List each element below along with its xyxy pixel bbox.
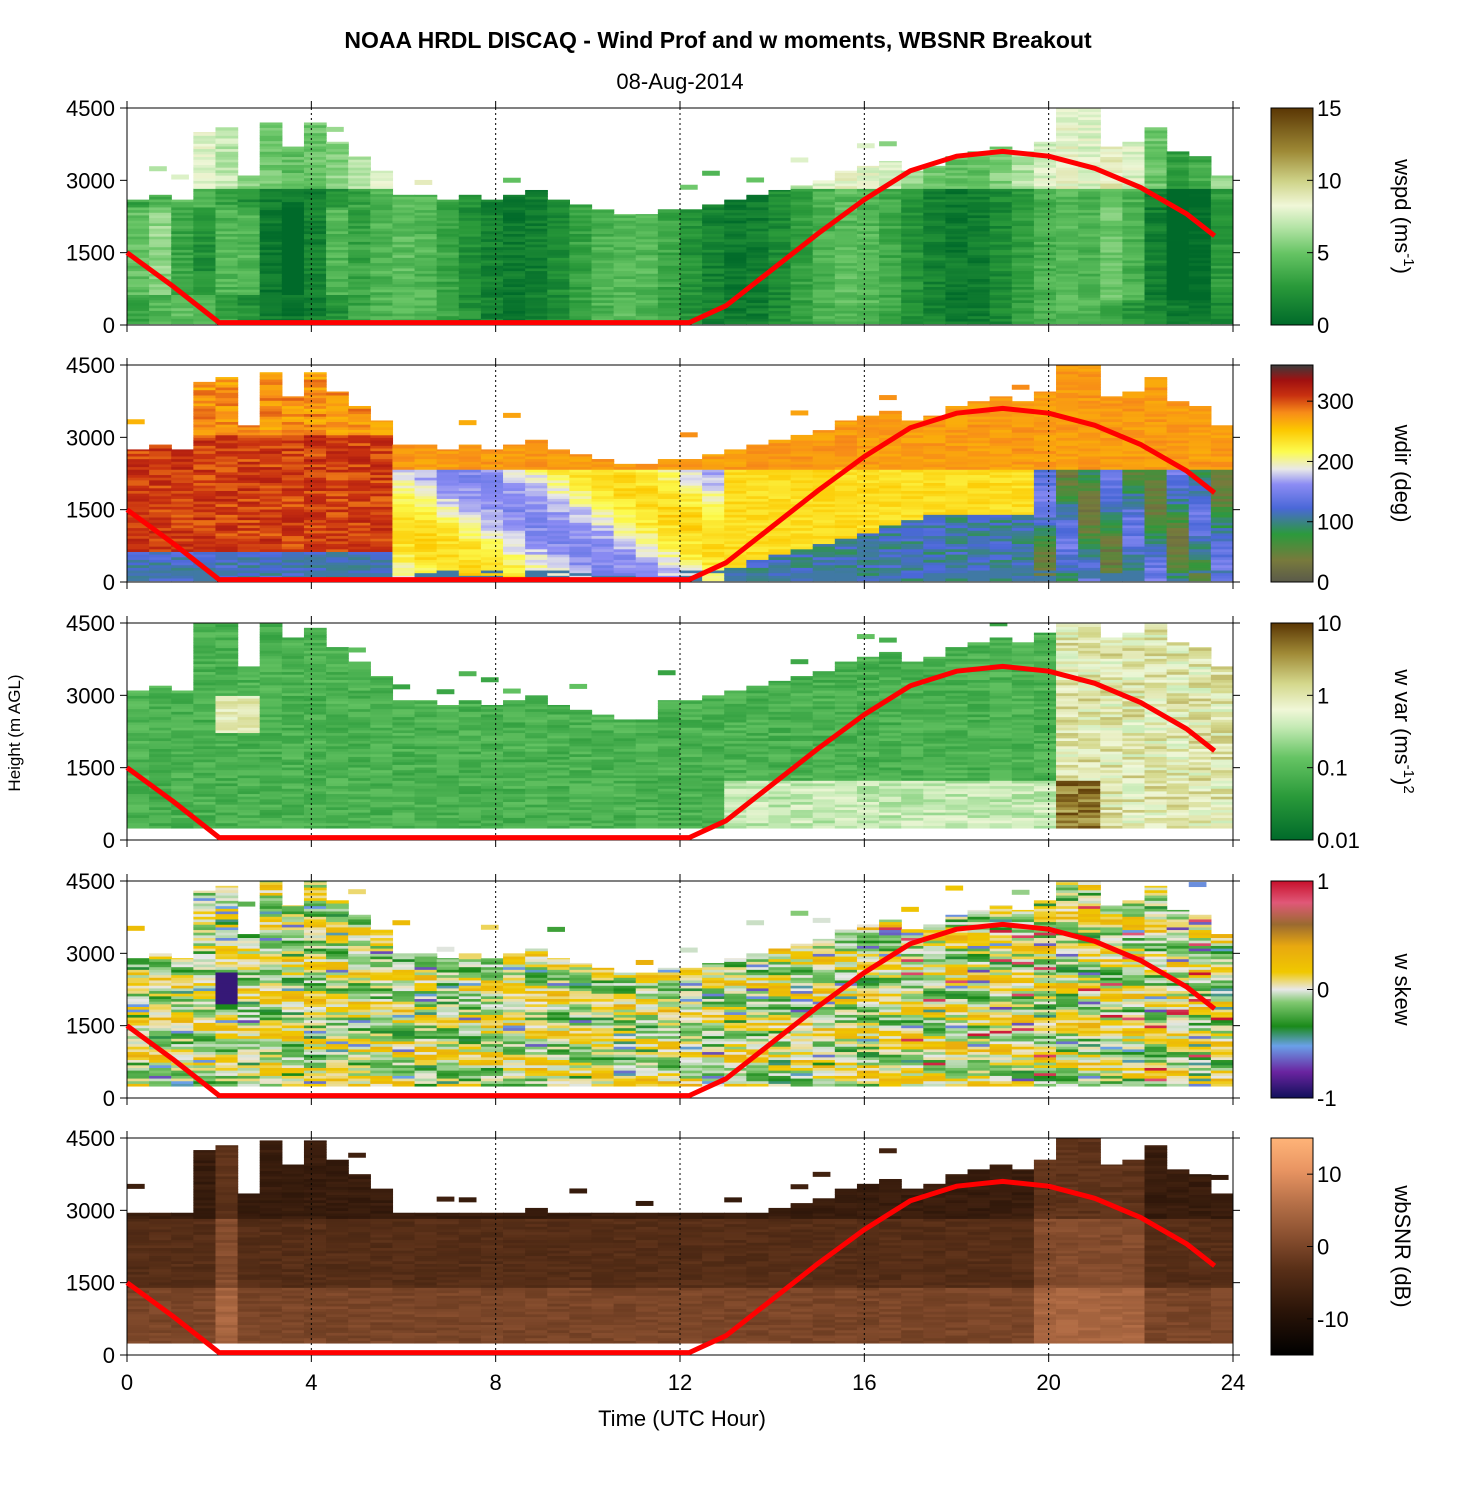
x-tick-label: 0 [121,1370,133,1395]
colorbar-tick-label: 10 [1317,168,1341,193]
colorbar-label: wdir (deg) [1390,424,1415,523]
y-tick-label: 4500 [66,1126,115,1151]
y-tick-label: 0 [103,1086,115,1111]
y-tick-label: 1500 [66,498,115,523]
x-tick-label: 24 [1221,1370,1245,1395]
colorbar [1270,622,1314,841]
colorbar-tick-label: 15 [1317,96,1341,121]
colorbar-tick-label: 0 [1317,313,1329,338]
y-tick-label: 1500 [66,756,115,781]
figure-subtitle: 08-Aug-2014 [616,69,743,94]
y-axis-label: Height (m AGL) [5,674,24,791]
colorbar-tick-label: 10 [1317,611,1341,636]
overlay-line [125,405,1217,583]
y-tick-label: 4500 [66,611,115,636]
colorbar-tick-label: 10 [1317,1162,1341,1187]
overlay-line [125,921,1217,1099]
colorbar-tick-label: 200 [1317,449,1354,474]
colorbar [1270,364,1314,583]
colorbar-tick-label: 0.1 [1317,756,1348,781]
panel-4: 0 1500 3000 4500 -1 0 1 w skew [66,869,1415,1111]
y-tick-label: 4500 [66,869,115,894]
y-tick-label: 0 [103,1343,115,1368]
colorbar-tick-label: 0 [1317,570,1329,595]
colorbar-tick-label: 1 [1317,869,1329,894]
colorbar-label: wspd (ms-1) [1390,158,1417,274]
colorbar-tick-label: 100 [1317,510,1354,535]
x-tick-label: 4 [305,1370,317,1395]
x-axis-label: Time (UTC Hour) [598,1406,766,1431]
heatmap-w-var [127,623,1233,829]
panel-2: 0 1500 3000 4500 0 100 200 300 wdir (deg) [66,353,1415,595]
colorbar-tick-label: -1 [1317,1086,1337,1111]
y-tick-label: 3000 [66,683,115,708]
y-tick-label: 3000 [66,425,115,450]
overlay-line [125,663,1217,841]
overlay-line [125,148,1217,326]
overlay-line [125,1178,1217,1356]
y-tick-label: 0 [103,828,115,853]
colorbar-tick-label: 300 [1317,389,1354,414]
x-tick-label: 12 [668,1370,692,1395]
y-tick-label: 3000 [66,1198,115,1223]
colorbar-tick-label: 1 [1317,683,1329,708]
figure-title: NOAA HRDL DISCAQ - Wind Prof and w momen… [344,27,1092,53]
y-tick-label: 1500 [66,241,115,266]
y-tick-label: 1500 [66,1271,115,1296]
y-tick-label: 3000 [66,941,115,966]
colorbar-tick-label: 0 [1317,978,1329,1003]
y-tick-label: 0 [103,570,115,595]
panel-5: 0 4 8 12 16 20 24 0 1500 3000 4500 -10 0 10 wbSNR (dB) [66,1126,1415,1395]
heatmap-wbSNR [127,1138,1233,1344]
panel-1: 0 1500 3000 4500 0 5 10 15 wspd (ms-1) [66,96,1417,338]
x-tick-label: 8 [490,1370,502,1395]
colorbar-label: w skew [1390,952,1415,1025]
x-tick-label: 16 [852,1370,876,1395]
colorbar [1270,107,1314,326]
y-tick-label: 4500 [66,96,115,121]
y-tick-label: 3000 [66,168,115,193]
y-tick-label: 4500 [66,353,115,378]
colorbar-label: wbSNR (dB) [1390,1184,1415,1307]
colorbar-tick-label: 5 [1317,241,1329,266]
colorbar-label: w var (ms-1)2 [1390,668,1417,793]
heatmap-w-skew [127,881,1233,1087]
y-tick-label: 1500 [66,1014,115,1039]
panel-3: 0 1500 3000 4500 0.01 0.1 1 10 w var (ms-1)2 [66,611,1417,853]
heatmap-wdir [127,365,1233,582]
colorbar [1270,1137,1314,1356]
colorbar-tick-label: 0.01 [1317,828,1360,853]
y-tick-label: 0 [103,313,115,338]
colorbar [1270,880,1314,1099]
colorbar-tick-label: -10 [1317,1307,1349,1332]
x-tick-label: 20 [1036,1370,1060,1395]
colorbar-tick-label: 0 [1317,1235,1329,1260]
